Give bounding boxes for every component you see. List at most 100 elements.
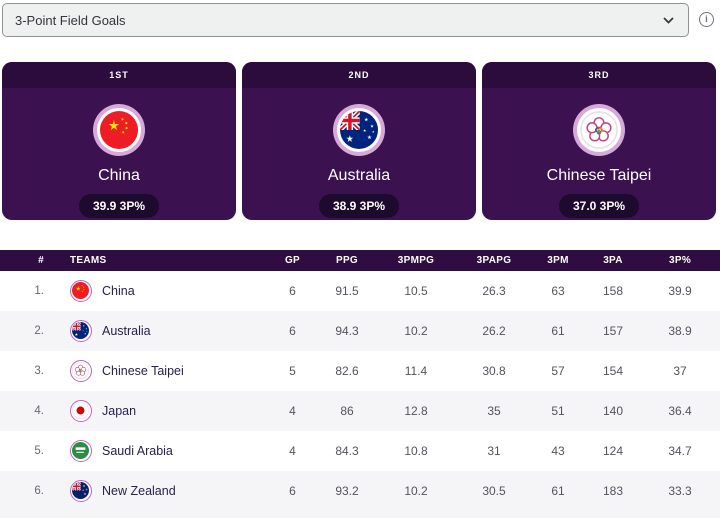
3pa-cell: 158 [602, 284, 624, 298]
column-header-3pmpg: 3PMPG [397, 255, 435, 266]
team-cell: Australia [50, 320, 265, 342]
3papg-cell: 26.2 [482, 324, 506, 338]
ppg-cell: 86 [340, 404, 354, 418]
podium-card-1st[interactable]: 1ST China 39.9 3P% [2, 62, 236, 220]
ppg-cell: 94.3 [335, 324, 359, 338]
3pm-cell: 61 [551, 324, 565, 338]
table-row-australia[interactable]: 2. Australia 6 94.3 10.2 26.2 61 157 38.… [0, 311, 720, 351]
rank-cell: 6. [34, 485, 44, 497]
3pmpg-cell: 10.5 [404, 284, 428, 298]
japan-flag-icon [70, 400, 92, 422]
team-cell: Japan [50, 400, 265, 422]
3papg-cell: 35 [487, 404, 501, 418]
3pct-cell: 34.7 [668, 444, 692, 458]
team-name: Japan [102, 404, 137, 418]
3pct-cell: 39.9 [668, 284, 692, 298]
place-banner: 3RD [482, 62, 716, 88]
3pa-cell: 154 [602, 364, 624, 378]
3pct-cell: 37 [673, 364, 687, 378]
gp-cell: 5 [289, 364, 296, 378]
3pa-cell: 124 [602, 444, 624, 458]
3pm-cell: 43 [551, 444, 565, 458]
table-header-row: # TEAMS GP PPG 3PMPG 3PAPG 3PM 3PA 3P% [0, 250, 720, 271]
saudi-arabia-flag-icon [70, 440, 92, 462]
table-row-new-zealand[interactable]: 6. New Zealand 6 93.2 10.2 30.5 61 183 3… [0, 471, 720, 511]
ppg-cell: 84.3 [335, 444, 359, 458]
team-name: Chinese Taipei [102, 364, 184, 378]
rank-cell: 1. [34, 285, 44, 297]
team-cell: China [50, 280, 265, 302]
podium-team-name: Chinese Taipei [546, 167, 652, 184]
column-header-ppg: PPG [335, 255, 359, 266]
rank-cell: 2. [34, 325, 44, 337]
gp-cell: 4 [289, 444, 296, 458]
podium-card-3rd[interactable]: 3RD Chinese Taipei 37.0 3P% [482, 62, 716, 220]
column-header-gp: GP [284, 255, 301, 266]
gp-cell: 6 [289, 284, 296, 298]
chinese-taipei-flag-icon [70, 360, 92, 382]
china-flag-icon [93, 104, 145, 156]
rank-cell: 3. [34, 365, 44, 377]
table-row-china[interactable]: 1. China 6 91.5 10.5 26.3 63 158 39.9 [0, 271, 720, 311]
3pm-cell: 61 [551, 484, 565, 498]
info-icon[interactable]: i [699, 12, 714, 27]
column-header-teams: TEAMS [70, 255, 107, 266]
3pmpg-cell: 10.2 [404, 324, 428, 338]
place-label: 2ND [348, 70, 370, 80]
podium-team-name: Australia [327, 167, 391, 184]
table-row-chinese-taipei[interactable]: 3. Chinese Taipei 5 82.6 11.4 30.8 57 15… [0, 351, 720, 391]
table-row-saudi-arabia[interactable]: 5. Saudi Arabia 4 84.3 10.8 31 43 124 34… [0, 431, 720, 471]
team-name: Saudi Arabia [102, 444, 173, 458]
3papg-cell: 31 [487, 444, 501, 458]
china-flag-icon [70, 280, 92, 302]
place-label: 1ST [109, 70, 129, 80]
column-header-3papg: 3PAPG [476, 255, 512, 266]
next-row-partial [0, 511, 720, 518]
3papg-cell: 30.8 [482, 364, 506, 378]
podium-stat-badge: 38.9 3P% [318, 194, 400, 218]
new-zealand-flag-icon [70, 480, 92, 502]
podium-card-2nd[interactable]: 2ND Australia 38.9 3P% [242, 62, 476, 220]
3papg-cell: 30.5 [482, 484, 506, 498]
team-cell: Saudi Arabia [50, 440, 265, 462]
podium-team-name: China [98, 167, 140, 184]
team-name: China [102, 284, 135, 298]
3pa-cell: 183 [602, 484, 624, 498]
gp-cell: 4 [289, 404, 296, 418]
ppg-cell: 82.6 [335, 364, 359, 378]
column-header-3pm: 3PM [547, 255, 569, 266]
column-header-3pa: 3PA [603, 255, 623, 266]
ppg-cell: 91.5 [335, 284, 359, 298]
3pm-cell: 57 [551, 364, 565, 378]
3pm-cell: 63 [551, 284, 565, 298]
australia-flag-icon [333, 104, 385, 156]
team-stats-table: # TEAMS GP PPG 3PMPG 3PAPG 3PM 3PA 3P% 1… [0, 250, 720, 518]
gp-cell: 6 [289, 484, 296, 498]
column-header-3pct: 3P% [668, 255, 692, 266]
gp-cell: 6 [289, 324, 296, 338]
rank-cell: 5. [34, 445, 44, 457]
3pmpg-cell: 10.8 [404, 444, 428, 458]
table-row-japan[interactable]: 4. Japan 4 86 12.8 35 51 140 36.4 [0, 391, 720, 431]
3pa-cell: 140 [602, 404, 624, 418]
column-header-rank: # [38, 255, 44, 266]
3pmpg-cell: 10.2 [404, 484, 428, 498]
podium-stat-badge: 39.9 3P% [78, 194, 160, 218]
podium: 1ST China 39.9 3P% 2ND Australia 38.9 3P… [2, 62, 716, 220]
3pmpg-cell: 11.4 [404, 364, 428, 378]
team-cell: Chinese Taipei [50, 360, 265, 382]
chevron-down-icon [663, 16, 674, 24]
3papg-cell: 26.3 [482, 284, 506, 298]
team-name: Australia [102, 324, 151, 338]
place-banner: 2ND [242, 62, 476, 88]
podium-stat-badge: 37.0 3P% [558, 194, 640, 218]
stat-category-value: 3-Point Field Goals [15, 12, 126, 28]
place-banner: 1ST [2, 62, 236, 88]
3pct-cell: 36.4 [668, 404, 692, 418]
stat-category-select[interactable]: 3-Point Field Goals [2, 3, 689, 37]
3pm-cell: 51 [551, 404, 565, 418]
team-name: New Zealand [102, 484, 176, 498]
3pct-cell: 33.3 [668, 484, 692, 498]
rank-cell: 4. [34, 405, 44, 417]
